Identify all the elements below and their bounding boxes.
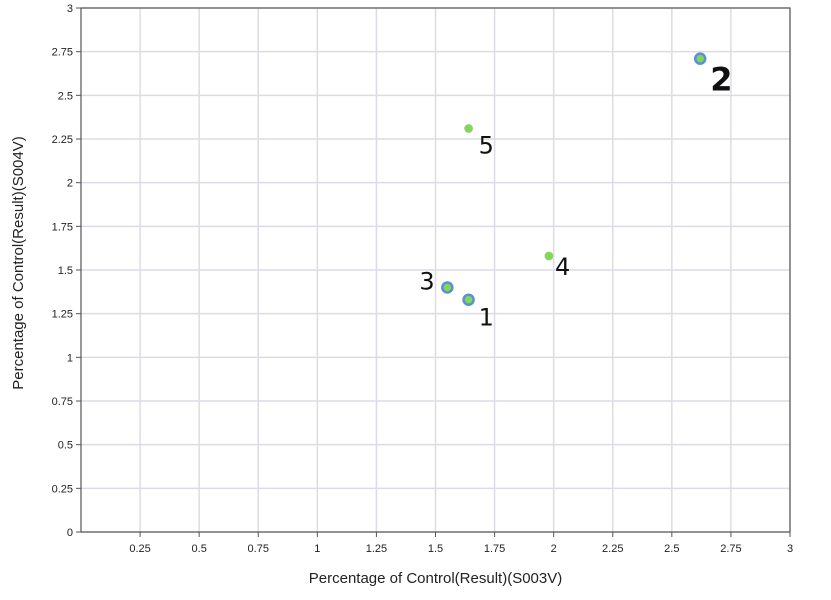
y-tick-label: 0.75 <box>52 396 73 408</box>
grid-lines <box>81 7 791 533</box>
x-tick-label: 0.5 <box>192 543 207 555</box>
data-point-5 <box>464 124 473 133</box>
y-tick-label: 1.75 <box>52 221 73 233</box>
y-tick-label: 2 <box>67 178 73 190</box>
y-tick-label: 2.75 <box>52 47 73 59</box>
x-tick-label: 2 <box>551 543 557 555</box>
data-point-3 <box>441 281 454 294</box>
x-tick-label: 1.5 <box>428 543 443 555</box>
point-label-3: 3 <box>419 267 434 295</box>
point-label-5: 5 <box>479 132 494 160</box>
y-axis-title: Percentage of Control(Result)(S004V) <box>10 136 27 389</box>
data-points <box>441 52 707 306</box>
x-tick-label: 2.75 <box>720 543 741 555</box>
y-tick-label: 2.5 <box>58 90 73 102</box>
data-point-4 <box>544 251 554 261</box>
x-tick-label: 1.25 <box>366 543 387 555</box>
x-tick-label: 1 <box>314 543 320 555</box>
y-axis-ticks: 0 0.25 0.5 0.75 1 1.25 1.5 1.75 2 2.25 2.5 2.75 3 <box>52 3 81 539</box>
point-label-1: 1 <box>479 304 494 332</box>
x-axis-title: Percentage of Control(Result)(S003V) <box>309 570 562 587</box>
y-tick-label: 0.25 <box>52 483 73 495</box>
y-tick-label: 2.25 <box>52 134 73 146</box>
x-tick-label: 2.5 <box>664 543 679 555</box>
x-axis-ticks: 0.25 0.5 0.75 1 1.25 1.5 1.75 2 2.25 2.5 2.75 3 <box>129 532 793 555</box>
y-tick-label: 1.5 <box>58 265 73 277</box>
y-tick-label: 3 <box>67 3 73 15</box>
point-labels: 1 2 3 4 5 <box>419 61 732 332</box>
x-tick-label: 2.25 <box>602 543 623 555</box>
x-tick-label: 0.75 <box>248 543 269 555</box>
x-tick-label: 3 <box>787 543 793 555</box>
data-point-1 <box>462 293 475 306</box>
y-tick-label: 1.25 <box>52 309 73 321</box>
y-tick-label: 0.5 <box>58 440 73 452</box>
x-tick-label: 1.75 <box>484 543 505 555</box>
point-label-4: 4 <box>555 253 570 281</box>
y-tick-label: 1 <box>67 352 73 364</box>
y-tick-label: 0 <box>67 527 73 539</box>
x-tick-label: 0.25 <box>129 543 150 555</box>
data-point-2 <box>693 52 707 65</box>
point-label-2: 2 <box>710 61 732 99</box>
